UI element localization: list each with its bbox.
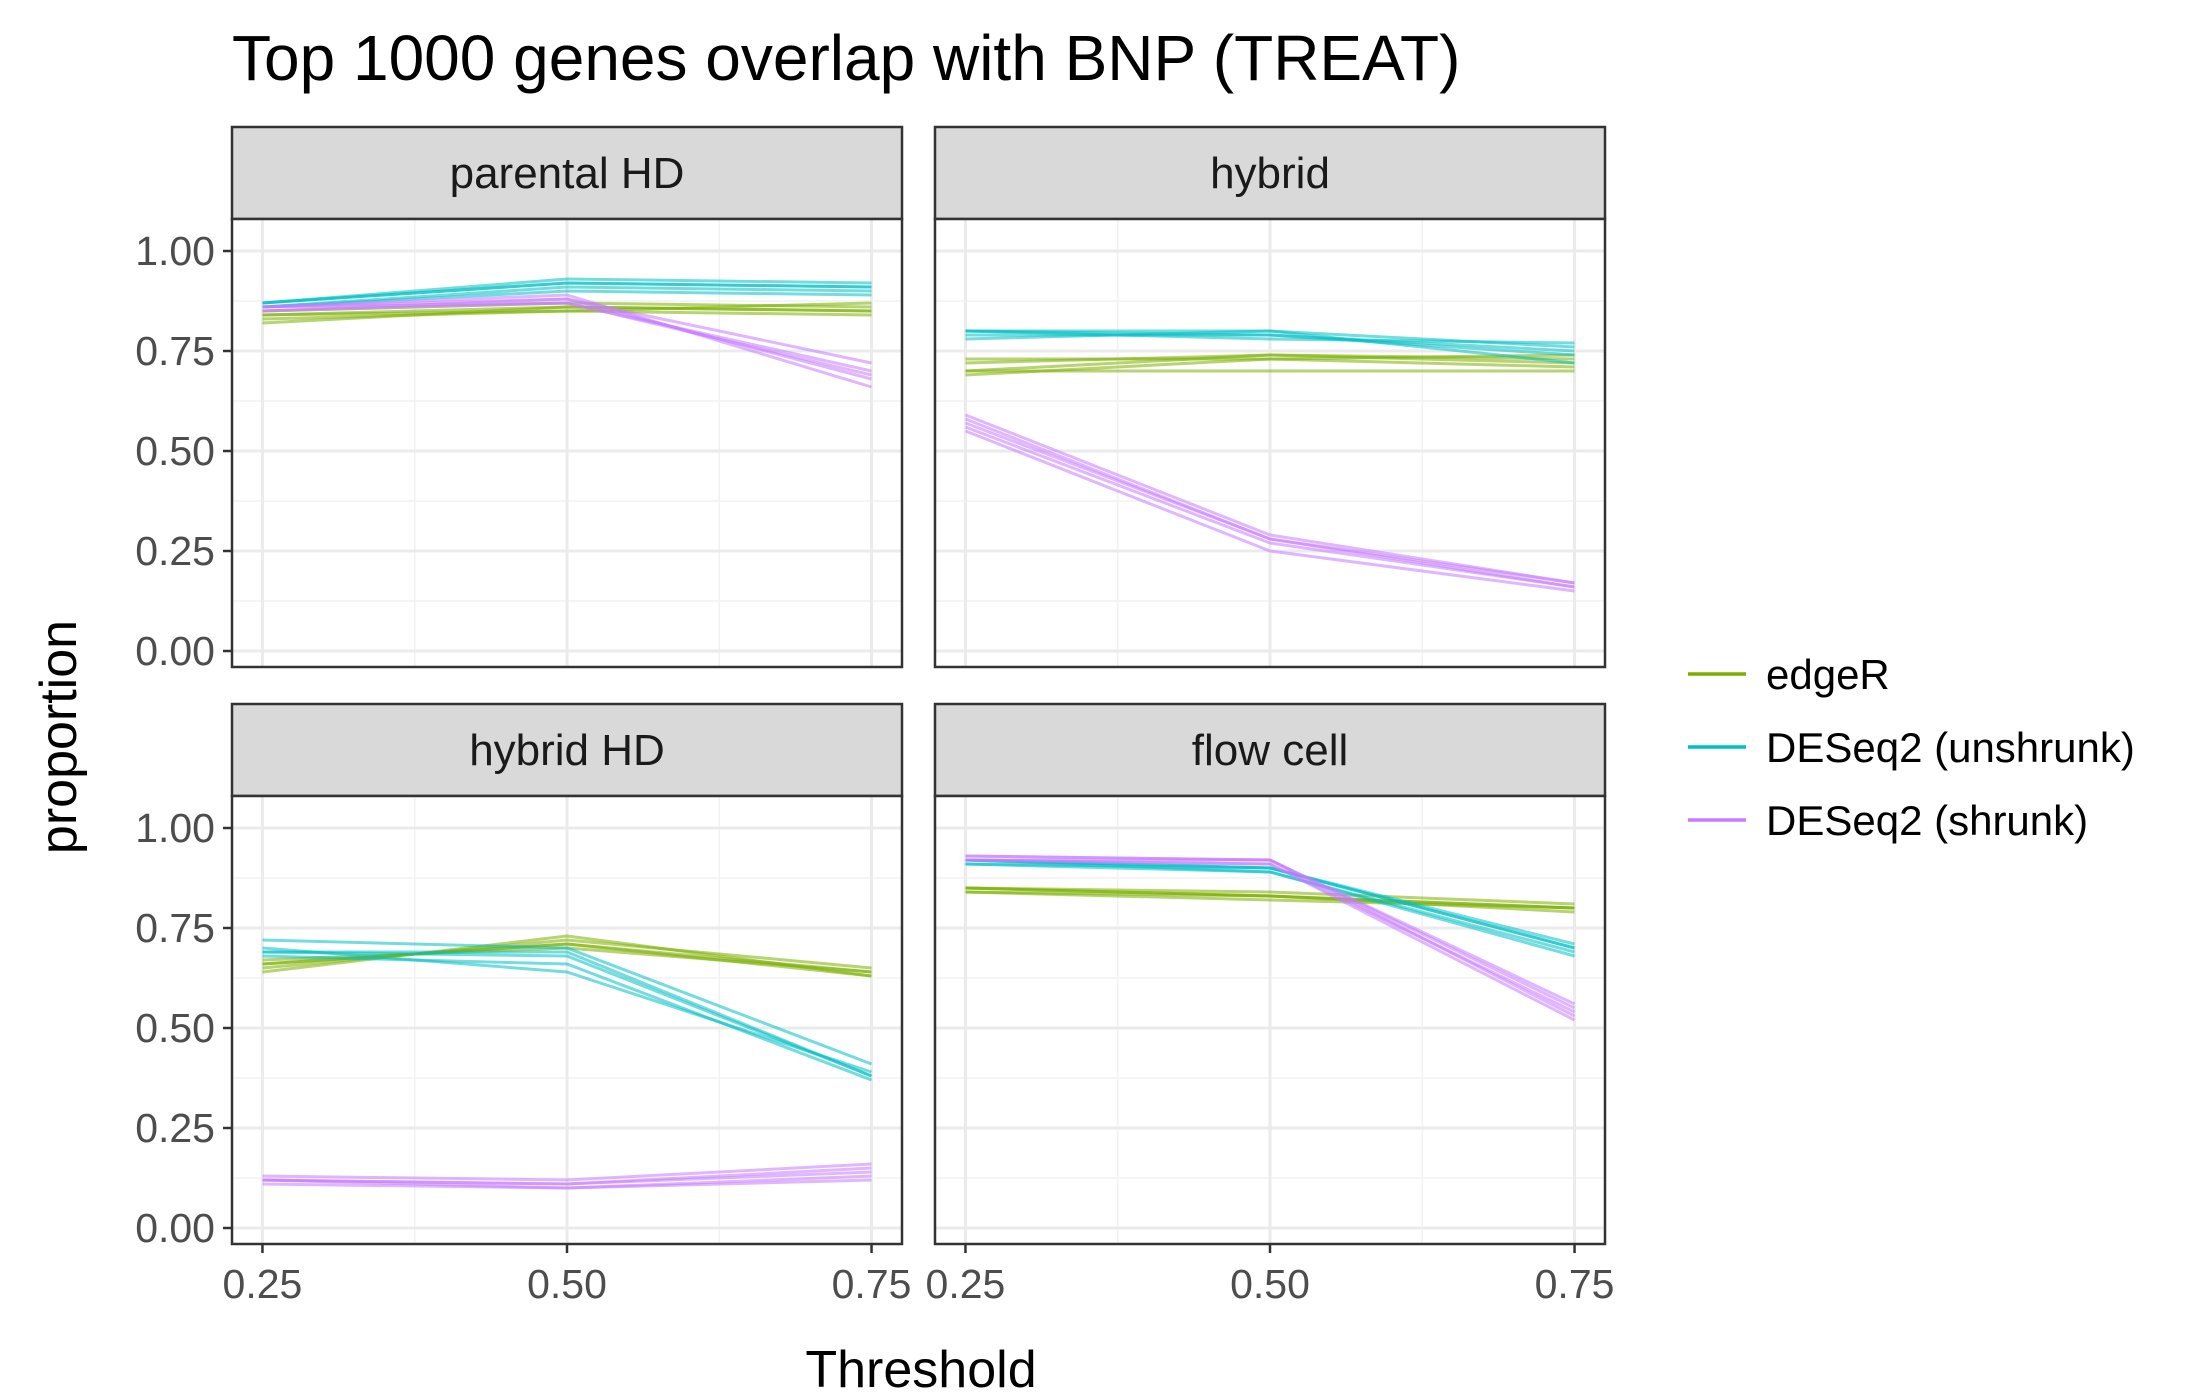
facet-panel: flow cell [933,702,1607,1246]
legend-item: edgeR [1688,651,1890,698]
series-line [965,329,1575,353]
legend-label: edgeR [1766,651,1890,698]
series-line [262,1178,872,1190]
series-line [964,421,1575,589]
y-tick-label: 0.00 [135,628,215,674]
x-tick-label: 0.50 [527,1261,607,1307]
series-line [965,858,1576,1018]
series-line [262,293,872,389]
series-lines [262,277,872,389]
facet-label: flow cell [1192,726,1349,775]
facet-strip [230,702,904,798]
y-tick-label: 0.50 [135,428,215,474]
series-lines [965,854,1576,1022]
series-line [965,329,1575,365]
series-line [964,429,1575,593]
series-line [965,862,1575,950]
y-tick-label: 0.25 [135,528,215,574]
facet-panel: hybrid HD [230,702,904,1246]
legend: edgeR DESeq2 (unshrunk) DESeq2 (shrunk) [1688,651,2135,844]
series-line [262,301,872,321]
facet-label: parental HD [450,149,685,198]
panel-border [933,217,1607,669]
series-line [262,281,872,305]
y-tick-label: 0.50 [135,1005,215,1051]
series-line [262,305,872,317]
legend-item: DESeq2 (shrunk) [1688,797,2088,844]
x-tick-label: 0.25 [223,1261,303,1307]
facet-strip [933,125,1607,221]
facet-label: hybrid [1210,149,1330,198]
chart-title: Top 1000 genes overlap with BNP (TREAT) [232,22,1460,94]
facet-strip [933,702,1607,798]
y-tick-label: 1.00 [135,805,215,851]
y-axis-title: proportion [30,620,88,854]
series-line [262,946,872,1074]
y-tick-label: 0.75 [135,328,215,374]
legend-label: DESeq2 (shrunk) [1766,797,2088,844]
facet-label: hybrid HD [469,726,665,775]
series-line [262,1166,872,1186]
facet-panel: parental HD [230,125,904,669]
y-tick-label: 0.25 [135,1105,215,1151]
y-tick-label: 0.75 [135,905,215,951]
y-tick-label: 1.00 [135,228,215,274]
gridlines [935,219,1605,667]
axes: 0.000.250.500.751.000.000.250.500.751.00… [135,228,1614,1307]
facet-panel: hybrid [933,125,1607,669]
series-lines [964,329,1575,593]
x-tick-label: 0.50 [1230,1261,1310,1307]
series-lines [262,934,873,1190]
series-line [262,1162,872,1182]
series-line [965,353,1575,361]
legend-label: DESeq2 (unshrunk) [1766,724,2135,771]
series-line [964,413,1575,585]
series-line [965,886,1575,910]
legend-item: DESeq2 (unshrunk) [1688,724,2135,771]
y-tick-label: 0.00 [135,1205,215,1251]
x-tick-label: 0.75 [832,1261,912,1307]
x-axis-title: Threshold [805,1341,1036,1399]
facet-panels: parental HD hybrid hybrid HD flow cell [230,125,1607,1246]
series-line [262,954,873,1082]
x-tick-label: 0.75 [1535,1261,1615,1307]
series-line [262,938,873,1066]
panel-border [230,217,904,669]
x-tick-label: 0.25 [926,1261,1006,1307]
series-line [262,301,872,377]
series-line [262,950,873,1078]
facet-strip [230,125,904,221]
